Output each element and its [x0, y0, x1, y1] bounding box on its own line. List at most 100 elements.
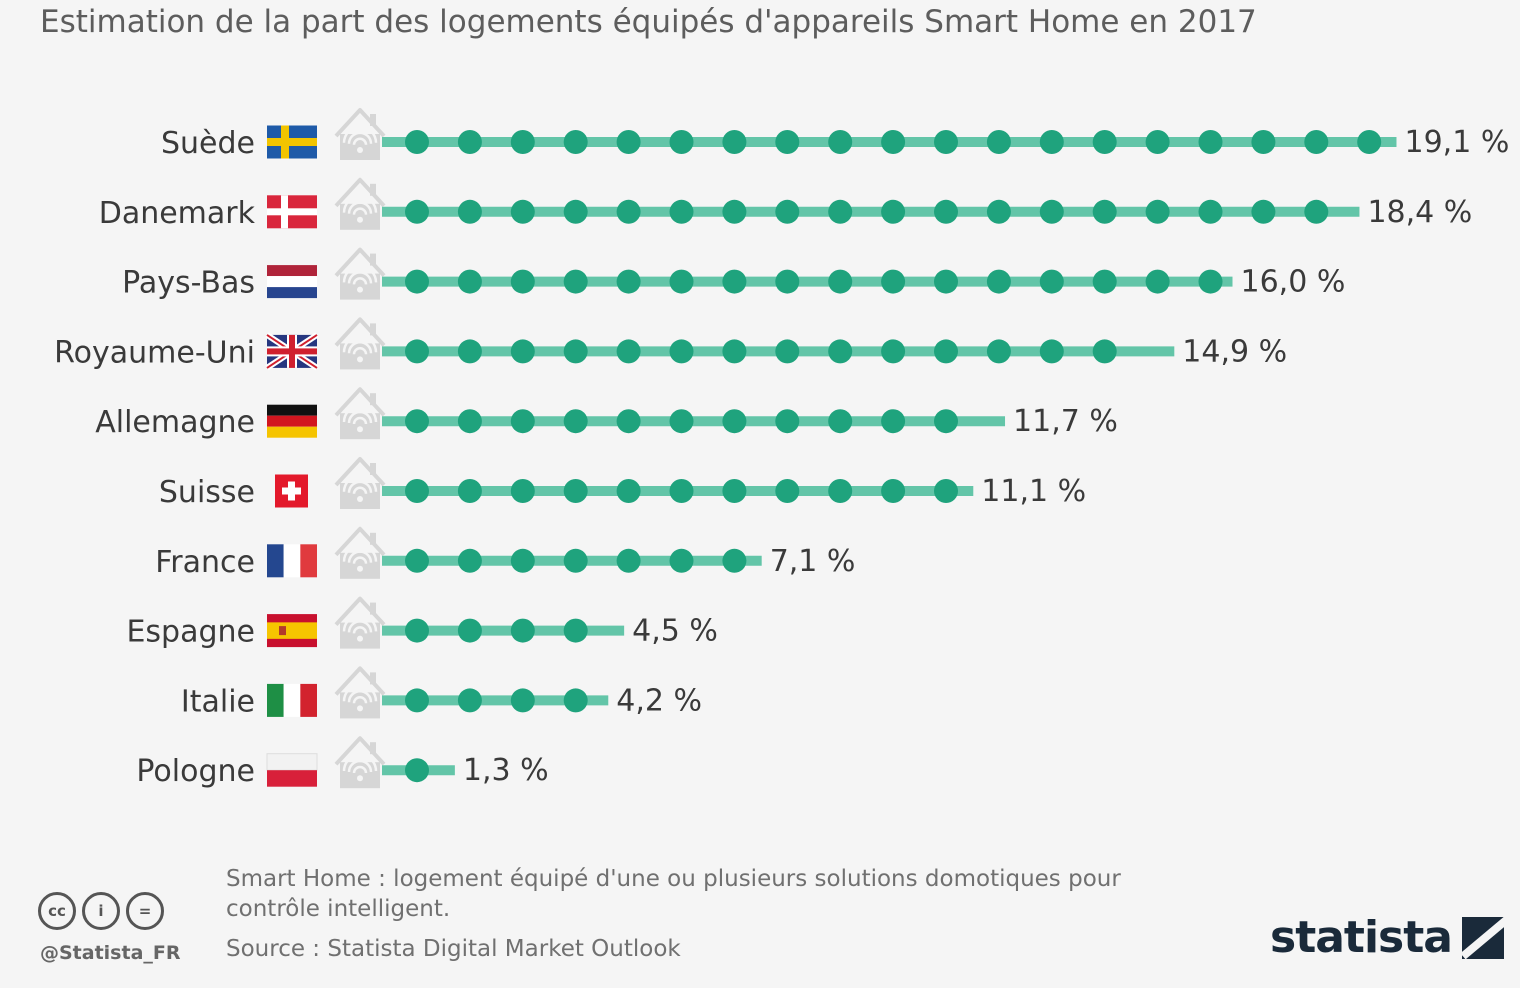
smart-home-icon [334, 526, 386, 579]
bar-dot [669, 479, 694, 503]
bar-dot [775, 479, 800, 503]
bar-dot [616, 199, 641, 224]
bar-dot [881, 269, 906, 294]
value-label: 4,2 % [616, 683, 702, 718]
bar-dot [563, 409, 588, 434]
bar-row: Italie 4,2 % [181, 666, 702, 719]
bar-dot [669, 199, 694, 224]
bar-row: Suède 19,1 % [161, 108, 1509, 161]
bar-dot [405, 479, 429, 503]
bar-dot [510, 339, 535, 364]
netherlands-flag-icon [267, 265, 317, 299]
bar-dot [405, 548, 429, 573]
chart-plot: Suède 19,1 % Danemark 18,4 % Pays-Bas 16,0 % R… [54, 108, 1509, 789]
bar-dot [563, 479, 588, 503]
bar-dot [563, 548, 588, 573]
bar-dot [775, 409, 800, 434]
bar-dot [934, 269, 958, 294]
bar-dot [510, 269, 535, 294]
bar-dot [828, 269, 853, 294]
smart-home-icon [334, 457, 386, 509]
bar-dot [1092, 339, 1117, 364]
germany-flag-icon [267, 404, 317, 438]
bar-dot [881, 409, 906, 434]
bar-dot [775, 339, 800, 364]
footnote: Smart Home : logement équipé d'une ou pl… [226, 866, 1121, 922]
bar-dot [405, 688, 429, 713]
bar-dot [1092, 130, 1117, 154]
bar-dot [722, 269, 747, 294]
france-flag-icon [267, 544, 317, 578]
bar-dot [510, 199, 535, 224]
bar-dot [881, 339, 906, 364]
smart-home-icon [334, 596, 386, 649]
bar-dot [722, 409, 747, 434]
bar-dot [457, 199, 482, 224]
bar-dot [934, 409, 958, 434]
bar-dot [881, 479, 906, 503]
bar-dot [669, 339, 694, 364]
value-label: 7,1 % [770, 544, 856, 579]
bar-dot [986, 269, 1011, 294]
bar-dot [986, 199, 1011, 224]
bar-dot [457, 269, 482, 294]
bar-dot [722, 339, 747, 364]
bar-dot [1304, 199, 1329, 224]
twitter-handle[interactable]: @Statista_FR [40, 942, 181, 964]
bar-dot [722, 479, 747, 503]
bar-row: Espagne 4,5 % [126, 596, 718, 650]
chart-subtitle: Estimation de la part des logements équi… [40, 4, 1257, 40]
country-label: Danemark [99, 196, 256, 231]
bar-dot [563, 618, 588, 643]
bar-dot [828, 130, 853, 154]
bar-dot [722, 130, 747, 154]
bar-dot [510, 409, 535, 434]
sweden-flag-icon [267, 125, 317, 159]
bar-row: Pays-Bas 16,0 % [122, 247, 1345, 301]
bar-dot [563, 688, 588, 713]
smart-home-icon [334, 387, 386, 440]
bar-dot [934, 199, 958, 224]
bar-row: Danemark 18,4 % [99, 177, 1472, 231]
bar-dot [1251, 199, 1276, 224]
bar-dot [1357, 130, 1382, 154]
poland-flag-icon [266, 753, 318, 787]
bar-dot [1304, 130, 1329, 154]
bar-row: Suisse 11,1 % [159, 457, 1086, 510]
country-label: Italie [181, 684, 255, 719]
bar-dot [563, 130, 588, 154]
bar-row: France 7,1 % [155, 526, 856, 580]
bar-dot [775, 269, 800, 294]
bar-dot [828, 199, 853, 224]
bar-dot [669, 548, 694, 573]
bar-dot [828, 339, 853, 364]
switzerland-flag-icon [275, 474, 308, 508]
bar-dot [669, 130, 694, 154]
bar-dot [1039, 269, 1064, 294]
bar-dot [563, 199, 588, 224]
bar-dot [722, 548, 747, 573]
country-label: Espagne [126, 615, 255, 650]
statista-logo[interactable]: statista [1270, 912, 1504, 963]
italy-flag-icon [267, 683, 317, 717]
smart-home-icon [334, 317, 386, 370]
bar-dot [510, 479, 535, 503]
bar-dot [457, 548, 482, 573]
brand-name: statista [1270, 912, 1453, 963]
bar-dot [457, 688, 482, 713]
value-label: 19,1 % [1404, 125, 1509, 160]
bar-dot [881, 130, 906, 154]
bar-row: Pologne 1,3 % [136, 736, 549, 789]
bar-dot [669, 409, 694, 434]
bar-row: Royaume-Uni 14,9 % [54, 317, 1287, 371]
bar-dot [616, 339, 641, 364]
license-icons: cc i = [38, 892, 164, 930]
value-label: 1,3 % [463, 753, 549, 788]
bar-dot [405, 199, 429, 224]
smart-home-icon [334, 736, 386, 789]
value-label: 11,1 % [981, 474, 1086, 509]
bar-dot [1039, 199, 1064, 224]
uk-flag-icon [265, 332, 319, 371]
bar-dot [405, 618, 429, 643]
country-label: Royaume-Uni [54, 335, 255, 370]
